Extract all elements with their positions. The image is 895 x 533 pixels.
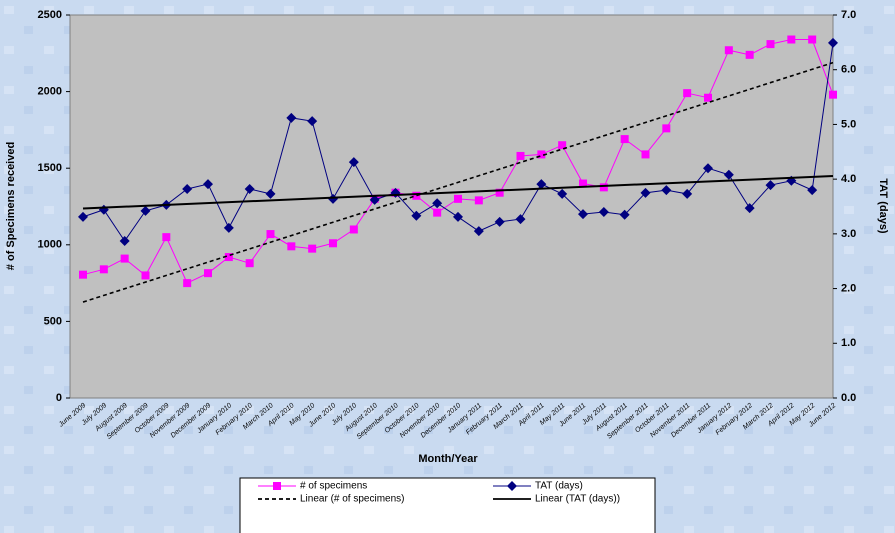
marker: [265, 188, 276, 199]
y-tick-label: 2000: [38, 86, 62, 98]
y2-tick-label: 1.0: [841, 337, 856, 349]
marker: [682, 188, 693, 199]
marker: [140, 205, 151, 216]
marker: [704, 93, 712, 102]
marker: [494, 216, 505, 227]
marker: [619, 209, 630, 220]
marker: [141, 271, 150, 280]
y-tick-label: 1000: [38, 239, 62, 251]
marker: [807, 185, 818, 196]
marker: [599, 183, 608, 192]
marker: [808, 35, 817, 44]
y2-tick-label: 3.0: [841, 228, 856, 240]
marker: [557, 188, 568, 199]
marker: [662, 124, 671, 133]
marker: [828, 37, 838, 48]
marker: [328, 193, 338, 204]
marker: [578, 209, 588, 220]
marker: [307, 116, 318, 127]
y2-tick-label: 6.0: [841, 64, 856, 76]
marker: [244, 183, 255, 194]
legend-label: Linear (TAT (days)): [535, 494, 620, 505]
marker: [433, 208, 442, 217]
marker: [203, 179, 213, 190]
marker: [474, 196, 483, 205]
marker: [273, 482, 281, 490]
marker: [516, 151, 525, 160]
marker: [162, 233, 171, 242]
marker: [787, 35, 796, 44]
y-tick-label: 0: [56, 392, 62, 404]
marker: [724, 46, 733, 55]
marker: [495, 188, 504, 197]
marker: [287, 242, 296, 251]
y-tick-label: 2500: [38, 9, 62, 21]
y2-tick-label: 4.0: [841, 173, 856, 185]
marker: [369, 194, 380, 205]
marker: [432, 198, 443, 209]
marker: [765, 180, 776, 191]
marker: [683, 89, 692, 98]
marker: [78, 211, 88, 222]
marker: [224, 253, 233, 262]
marker: [515, 214, 526, 225]
marker: [640, 187, 651, 198]
marker: [266, 230, 275, 239]
y-tick-label: 1500: [38, 162, 62, 174]
marker: [454, 194, 462, 203]
marker: [579, 179, 587, 188]
marker: [308, 244, 317, 253]
y-axis-title: # of Specimens received: [5, 142, 17, 270]
marker: [829, 90, 837, 99]
y2-tick-label: 7.0: [841, 9, 856, 21]
marker: [537, 150, 546, 159]
marker: [349, 225, 358, 234]
marker: [182, 183, 193, 194]
marker: [223, 222, 234, 233]
legend: [239, 477, 656, 533]
marker: [204, 269, 212, 278]
marker: [598, 206, 609, 217]
marker: [703, 163, 713, 174]
plot-area: [69, 14, 834, 399]
marker: [745, 50, 754, 59]
trend-line: [82, 61, 834, 303]
y2-tick-label: 2.0: [841, 282, 856, 294]
marker: [744, 203, 755, 214]
marker: [723, 169, 734, 180]
marker: [348, 157, 359, 168]
marker: [766, 40, 775, 49]
x-axis-title: Month/Year: [418, 453, 478, 465]
marker: [536, 179, 547, 190]
marker: [119, 235, 130, 246]
marker: [641, 150, 650, 159]
marker: [183, 279, 192, 288]
marker: [661, 185, 672, 196]
legend-label: Linear (# of specimens): [300, 494, 405, 505]
marker: [286, 112, 297, 123]
marker: [620, 135, 629, 144]
marker: [79, 270, 87, 279]
marker: [473, 226, 484, 237]
marker: [507, 481, 517, 491]
marker: [412, 191, 421, 200]
marker: [329, 239, 337, 248]
y2-tick-label: 5.0: [841, 118, 856, 130]
trend-line: [82, 175, 834, 210]
marker: [120, 254, 129, 263]
y2-axis-title: TAT (days): [877, 178, 889, 234]
marker: [411, 210, 422, 221]
legend-label: # of specimens: [300, 481, 367, 492]
marker: [99, 265, 108, 274]
marker: [453, 211, 463, 222]
marker: [558, 141, 567, 150]
y2-tick-label: 0.0: [841, 392, 856, 404]
y-tick-label: 500: [44, 315, 62, 327]
legend-label: TAT (days): [535, 481, 583, 492]
marker: [245, 259, 254, 268]
